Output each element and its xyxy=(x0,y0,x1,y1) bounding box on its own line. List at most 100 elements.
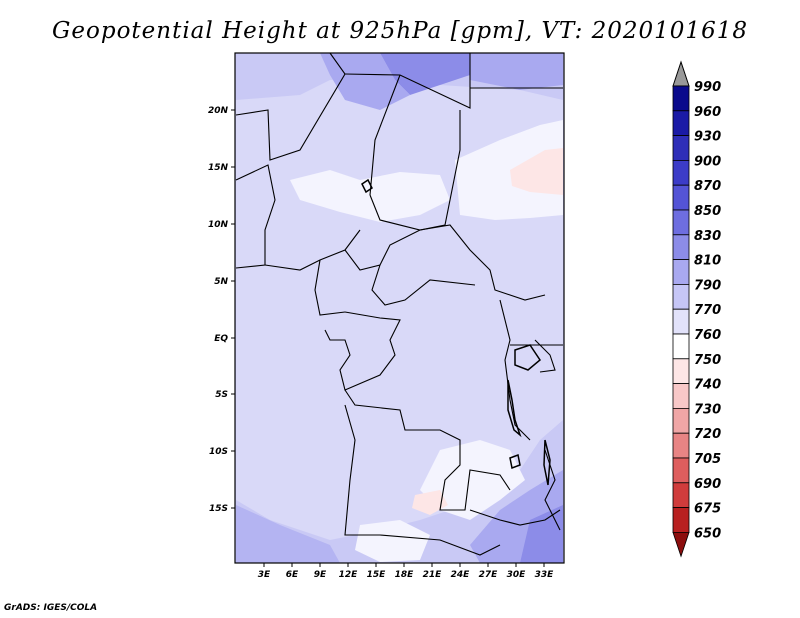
colorbar-level-label: 810 xyxy=(694,254,721,269)
colorbar-level-label: 850 xyxy=(694,204,721,219)
lat-label-20n: 20N xyxy=(208,106,229,116)
lat-label-10s: 10S xyxy=(209,447,228,457)
country-borders xyxy=(235,52,563,556)
border-line xyxy=(235,164,276,269)
lat-label-10n: 10N xyxy=(208,220,229,230)
colorbar-level-label: 960 xyxy=(694,105,721,120)
lon-tick: 30E xyxy=(507,563,527,580)
lat-tick: EQ xyxy=(214,334,235,344)
chart-title: Geopotential Height at 925hPa [gpm], VT:… xyxy=(52,18,748,44)
lakes xyxy=(361,178,551,486)
field-mid-north xyxy=(320,53,410,110)
colorbar-box xyxy=(672,234,690,261)
colorbar-box xyxy=(672,507,690,533)
field-white-south2 xyxy=(355,520,430,562)
border-line xyxy=(344,53,471,109)
colorbar: 990 960 930 900 870 850 830 810 790 770 760 750 740 7… xyxy=(672,60,721,558)
lon-label-21e: 21E xyxy=(423,570,443,580)
lon-tick: 12E xyxy=(339,563,358,580)
colorbar-box xyxy=(672,135,690,161)
colorbar-level-label: 930 xyxy=(694,130,721,145)
lake-victoria xyxy=(514,344,541,371)
lake-malawi xyxy=(543,439,551,486)
border-line xyxy=(324,311,401,391)
colorbar-level-label: 705 xyxy=(694,452,721,467)
colorbar-labels: 990 960 930 900 870 850 830 810 790 770 760 750 740 7… xyxy=(694,80,721,541)
latitude-axis: 20N 15N 10N 5N EQ 5S 10S 15S xyxy=(208,106,235,514)
longitude-axis: 3E 6E 9E 12E 15E 18E 21E 24E 27E 30E 33E xyxy=(258,563,554,580)
lon-tick: 15E xyxy=(367,563,387,580)
colorbar-box xyxy=(672,407,690,434)
lat-tick: 5N xyxy=(214,277,235,287)
lon-tick: 9E xyxy=(314,563,327,580)
border-line xyxy=(235,52,346,161)
lon-label-15e: 15E xyxy=(367,570,387,580)
lon-tick: 6E xyxy=(286,563,299,580)
lon-label-6e: 6E xyxy=(286,570,299,580)
colorbar-level-label: 720 xyxy=(694,427,721,442)
colorbar-level-label: 730 xyxy=(694,402,721,417)
colorbar-top-triangle xyxy=(672,60,690,87)
colorbar-box xyxy=(672,159,690,186)
border-line xyxy=(369,110,461,231)
lat-tick: 20N xyxy=(208,106,235,116)
colorbar-box xyxy=(672,110,690,137)
colorbar-level-label: 675 xyxy=(694,502,721,517)
border-line xyxy=(314,259,346,316)
field-dark-north xyxy=(380,53,470,95)
colorbar-box xyxy=(672,209,690,236)
field-pink-east xyxy=(510,148,563,195)
border-line xyxy=(534,339,556,373)
map-panel xyxy=(234,52,565,564)
lon-label-33e: 33E xyxy=(535,570,555,580)
colorbar-box xyxy=(672,308,690,335)
lon-tick: 24E xyxy=(451,563,471,580)
colorbar-level-label: 690 xyxy=(694,477,721,492)
field-darker-southeast xyxy=(520,505,563,563)
border-line xyxy=(369,74,401,196)
lat-tick: 15N xyxy=(208,163,235,173)
lon-tick: 3E xyxy=(258,563,271,580)
colorbar-box xyxy=(672,358,690,384)
colorbar-level-label: 870 xyxy=(694,179,721,194)
lon-tick: 21E xyxy=(423,563,443,580)
colorbar-bottom-triangle xyxy=(672,532,690,558)
colorbar-box xyxy=(672,482,690,508)
lon-label-27e: 27E xyxy=(479,570,499,580)
border-line xyxy=(469,509,561,526)
border-line xyxy=(344,224,546,301)
colorbar-level-label: 900 xyxy=(694,154,721,169)
colorbar-box xyxy=(672,383,690,409)
lon-label-18e: 18E xyxy=(395,570,415,580)
lon-label-24e: 24E xyxy=(451,570,471,580)
colorbar-level-label: 760 xyxy=(694,328,721,343)
border-line xyxy=(344,404,501,556)
colorbar-box xyxy=(672,259,690,285)
colorbar-level-label: 650 xyxy=(694,526,721,541)
lake-tanganyika xyxy=(507,379,522,438)
lat-tick: 5S xyxy=(215,390,235,400)
field-white-south xyxy=(420,440,525,520)
lat-tick: 10N xyxy=(208,220,235,230)
colorbar-box xyxy=(672,333,690,360)
colorbar-box xyxy=(672,457,690,484)
lon-label-9e: 9E xyxy=(314,570,327,580)
border-line xyxy=(371,264,476,306)
colorbar-boxes xyxy=(672,85,690,558)
colorbar-box xyxy=(672,184,690,211)
field-dark-southwest xyxy=(236,505,340,563)
lat-tick: 10S xyxy=(209,447,235,457)
lat-label-15s: 15S xyxy=(209,504,228,514)
field-mid-north-east xyxy=(470,53,563,90)
map-frame xyxy=(234,52,565,564)
software-credit: GrADS: IGES/COLA xyxy=(4,603,98,613)
colorbar-box xyxy=(672,283,690,310)
colorbar-level-label: 750 xyxy=(694,353,721,368)
colorbar-box xyxy=(672,432,690,459)
colorbar-level-label: 770 xyxy=(694,303,721,318)
lon-label-30e: 30E xyxy=(507,570,527,580)
lat-label-5n: 5N xyxy=(214,277,228,287)
field-pink-south xyxy=(412,490,448,515)
lon-tick: 18E xyxy=(395,563,415,580)
